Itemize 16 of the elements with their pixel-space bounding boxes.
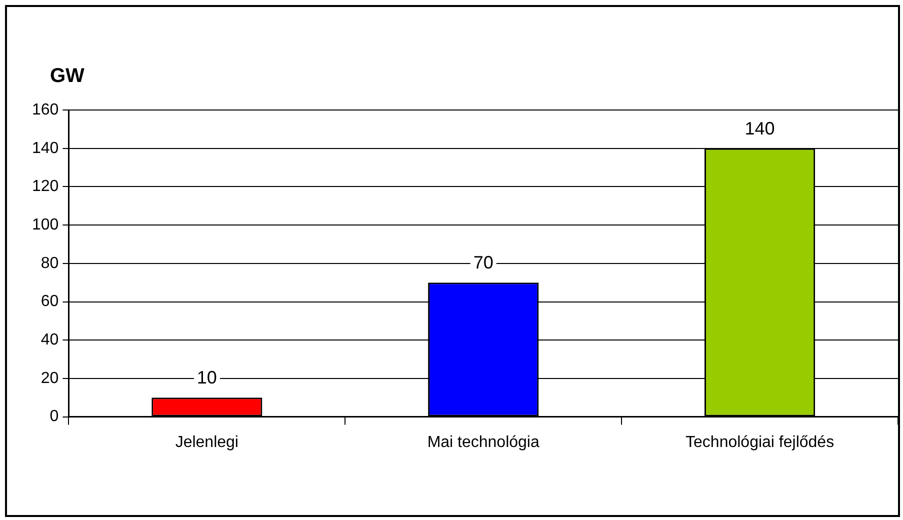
x-tick-label: Technológiai fejlődés xyxy=(686,434,834,451)
x-tick-label: Jelenlegi xyxy=(175,434,238,451)
y-axis-title: GW xyxy=(50,65,85,87)
y-tick-label: 40 xyxy=(40,332,59,349)
y-tick-label: 80 xyxy=(40,254,59,272)
y-tick-label: 60 xyxy=(40,293,59,310)
x-tick-label: Mai technológia xyxy=(427,434,540,451)
y-tick-label: 20 xyxy=(40,370,59,387)
y-tick-label: 120 xyxy=(32,178,59,196)
y-tick-label: 160 xyxy=(32,101,59,118)
y-tick-label: 0 xyxy=(50,408,59,426)
data-label: 10 xyxy=(196,368,217,388)
y-tick-label: 140 xyxy=(32,140,59,157)
y-tick-label: 100 xyxy=(32,216,59,234)
data-label: 140 xyxy=(744,118,775,138)
data-label: 70 xyxy=(473,252,494,273)
